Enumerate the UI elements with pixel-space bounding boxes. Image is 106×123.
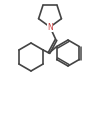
Text: N: N [47, 23, 53, 31]
